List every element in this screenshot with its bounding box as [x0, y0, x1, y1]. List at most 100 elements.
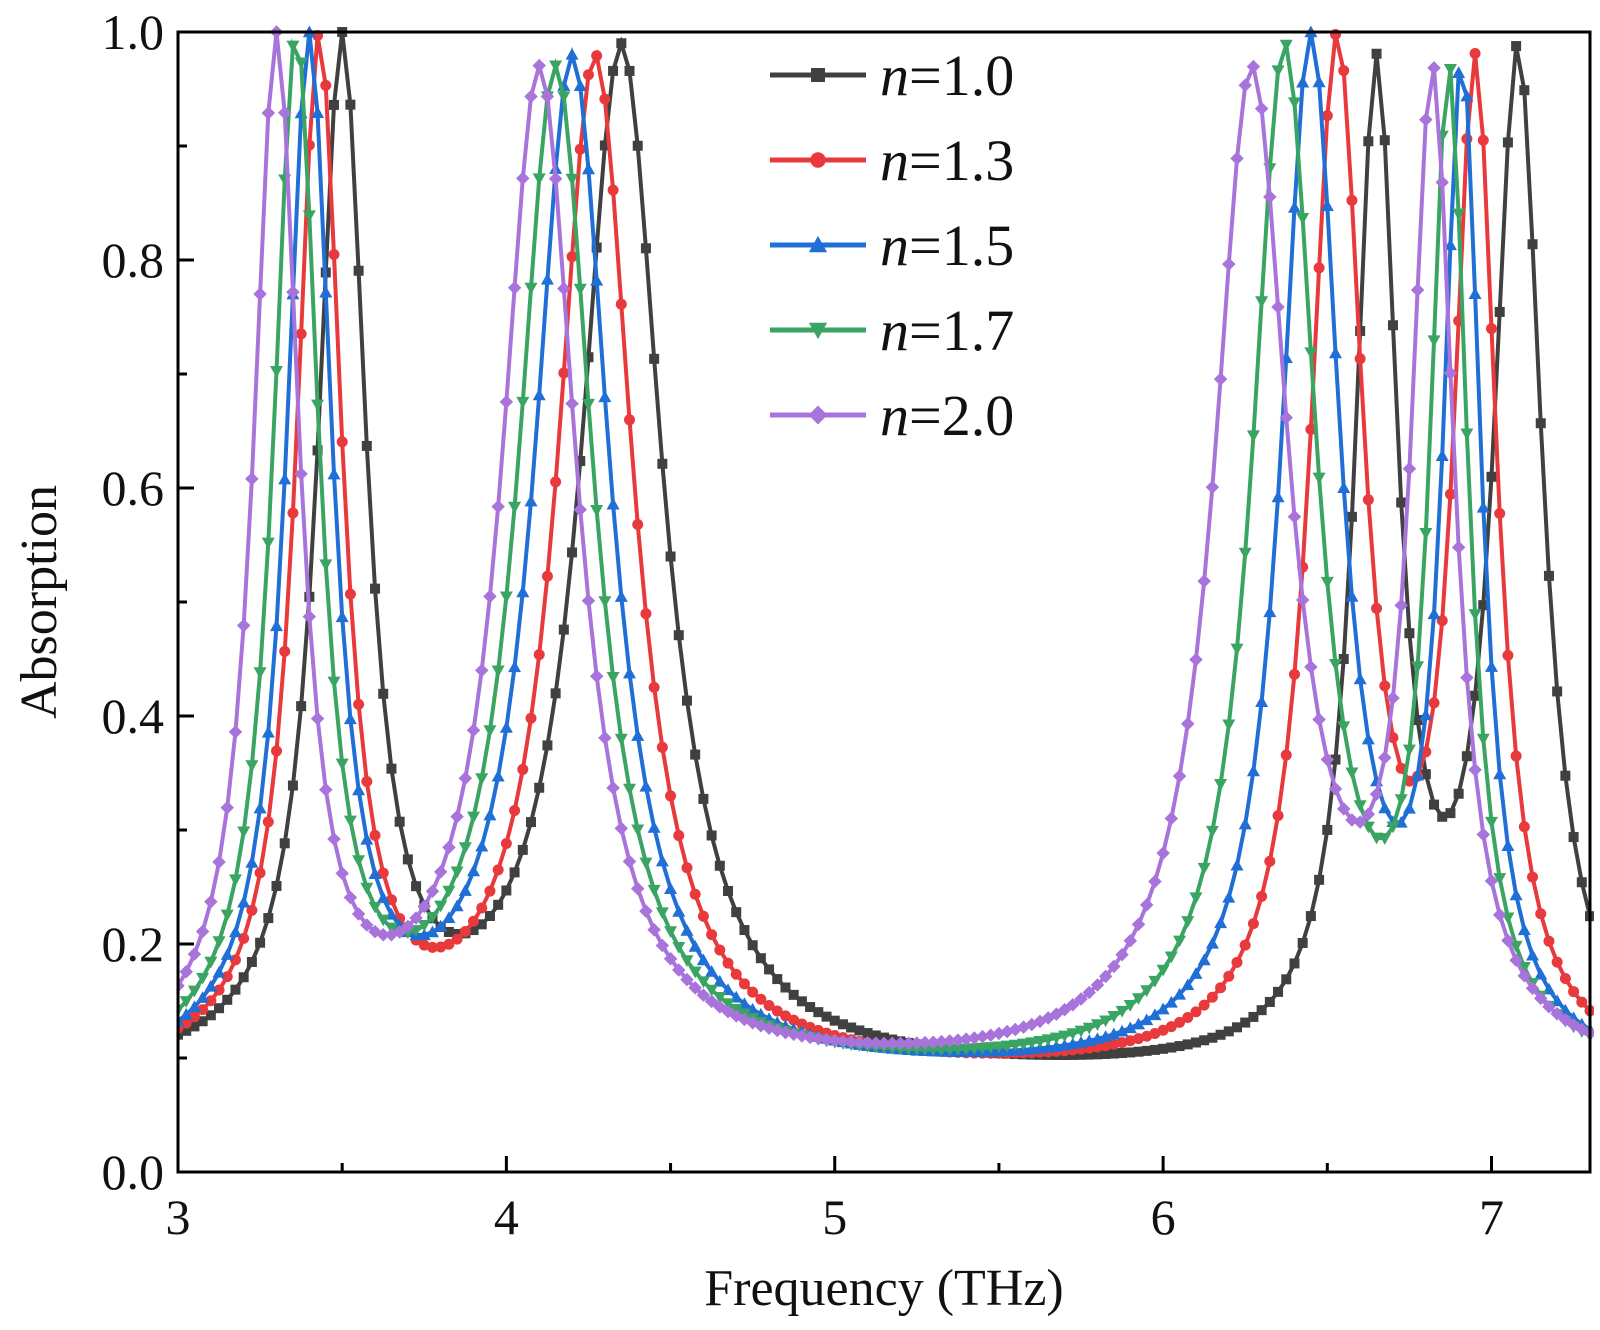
data-point [1238, 78, 1252, 92]
data-point [327, 832, 341, 846]
data-point [1058, 1030, 1072, 1043]
data-point [1287, 97, 1301, 110]
data-point [1215, 1029, 1226, 1040]
data-point [632, 140, 643, 151]
data-point [475, 839, 489, 852]
data-point [1526, 948, 1540, 961]
data-point [1494, 508, 1506, 520]
data-point [1123, 1021, 1137, 1034]
data-point [467, 811, 481, 824]
data-point [1197, 574, 1211, 588]
data-point [573, 79, 587, 91]
data-point [705, 965, 719, 977]
data-point [237, 895, 251, 908]
data-point [813, 1007, 824, 1018]
data-point [1273, 986, 1284, 997]
data-point [262, 816, 274, 828]
data-point [1279, 410, 1294, 425]
data-point [754, 1007, 768, 1020]
data-point [631, 824, 645, 837]
data-point [697, 910, 709, 922]
data-point [901, 1036, 916, 1051]
data-point [680, 924, 694, 936]
data-point [271, 880, 282, 891]
data-point [1116, 1037, 1128, 1049]
data-point [713, 992, 727, 1004]
data-point [1082, 985, 1096, 1000]
data-point [590, 273, 604, 286]
data-point [1535, 418, 1546, 429]
data-point [1558, 1012, 1573, 1027]
data-point [540, 89, 555, 104]
data-point [228, 874, 242, 887]
data-point [286, 40, 300, 53]
data-point [1123, 1000, 1137, 1012]
data-point [360, 918, 374, 932]
data-point [1443, 63, 1457, 76]
data-point [327, 467, 341, 480]
data-point [1206, 991, 1218, 1003]
y-tick-label: 0.6 [102, 460, 165, 516]
data-point [1117, 1048, 1128, 1059]
data-point [353, 265, 364, 276]
data-point [1445, 808, 1456, 819]
data-point [229, 954, 241, 966]
data-point [1576, 877, 1587, 888]
data-point [1149, 1044, 1160, 1055]
data-point [723, 885, 734, 896]
data-point [484, 910, 495, 921]
y-tick-label: 0.2 [102, 916, 165, 972]
data-point [1107, 959, 1121, 974]
data-point [279, 645, 291, 657]
data-point [294, 467, 308, 481]
data-point [689, 888, 701, 900]
data-point [343, 712, 357, 725]
data-point [599, 140, 610, 151]
legend-item-1.3: n=1.3 [770, 128, 1014, 193]
data-point [1452, 208, 1466, 221]
data-point [942, 1034, 957, 1048]
data-point [1312, 472, 1326, 485]
data-point [468, 915, 480, 927]
data-point [763, 1000, 775, 1012]
data-point [443, 938, 455, 950]
data-point [474, 663, 489, 678]
data-point [212, 936, 226, 948]
data-point [434, 900, 448, 913]
data-point [277, 105, 292, 120]
data-point [1174, 1041, 1185, 1052]
data-point [1256, 1005, 1267, 1016]
data-point [788, 1014, 800, 1026]
data-point [1501, 933, 1515, 948]
data-point [1305, 911, 1316, 922]
data-point [1362, 494, 1374, 506]
data-point [526, 817, 536, 828]
data-point [1435, 449, 1449, 461]
data-point [698, 793, 709, 804]
data-point [573, 283, 587, 296]
data-point [245, 760, 259, 772]
data-point [1371, 48, 1382, 59]
data-point [1287, 201, 1301, 213]
data-point [1559, 973, 1571, 985]
data-point [376, 914, 390, 927]
data-point [255, 937, 266, 948]
data-point [943, 1044, 957, 1056]
data-point [606, 497, 620, 510]
data-point [624, 414, 636, 426]
data-point [550, 688, 561, 699]
data-point [1484, 660, 1498, 672]
data-point [312, 445, 323, 456]
data-point [1222, 719, 1236, 732]
data-point [1084, 1049, 1095, 1060]
data-point [178, 979, 185, 993]
data-point [500, 837, 512, 849]
data-point [1411, 768, 1425, 781]
data-point [1321, 110, 1333, 122]
data-point [1305, 423, 1317, 435]
data-point [1379, 135, 1390, 146]
data-point [1156, 1002, 1170, 1015]
data-point [1148, 1008, 1162, 1021]
data-point [378, 688, 389, 699]
data-point [1148, 975, 1162, 988]
